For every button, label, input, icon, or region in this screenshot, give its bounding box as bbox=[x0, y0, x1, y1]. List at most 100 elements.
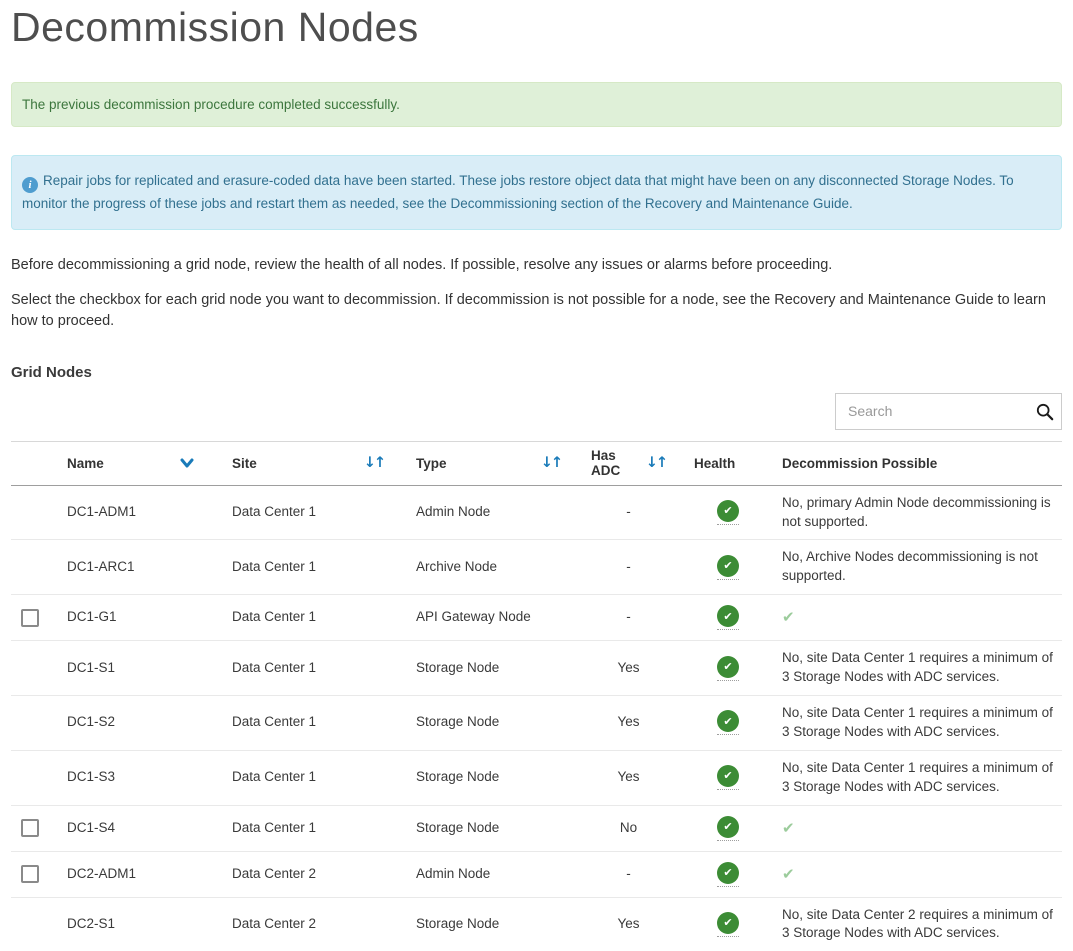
decommission-possible-cell: No, site Data Center 1 requires a minimu… bbox=[782, 650, 1053, 685]
sort-updown-icon[interactable]: ↓↑ bbox=[540, 454, 563, 471]
health-cell: ✔ bbox=[688, 540, 776, 595]
table-row: DC1-S2 Data Center 1 Storage Node Yes ✔ … bbox=[11, 695, 1062, 751]
table-row: DC1-G1 Data Center 1 API Gateway Node - … bbox=[11, 595, 1062, 641]
node-name-cell: DC1-ADM1 bbox=[67, 504, 137, 520]
success-banner: The previous decommission procedure comp… bbox=[11, 82, 1062, 127]
table-row: DC1-S3 Data Center 1 Storage Node Yes ✔ … bbox=[11, 750, 1062, 806]
grid-nodes-heading: Grid Nodes bbox=[11, 363, 92, 381]
has-adc-cell: Yes bbox=[617, 915, 640, 931]
type-cell: Admin Node bbox=[416, 504, 491, 520]
node-name-cell: DC2-S1 bbox=[67, 915, 116, 931]
site-header-label: Site bbox=[232, 455, 257, 471]
decommission-possible-cell: ✔ bbox=[776, 595, 1062, 641]
health-status-badge[interactable]: ✔ bbox=[717, 815, 739, 841]
site-cell: Data Center 2 bbox=[232, 865, 317, 881]
search-box bbox=[835, 392, 1062, 430]
health-status-badge[interactable]: ✔ bbox=[717, 500, 739, 526]
type-cell: API Gateway Node bbox=[416, 609, 531, 625]
search-row bbox=[11, 392, 1062, 430]
decommission-possible-cell: No, site Data Center 1 requires a minimu… bbox=[782, 759, 1053, 794]
checkbox-cell bbox=[11, 641, 61, 696]
checkbox-cell bbox=[11, 851, 61, 897]
node-select-checkbox[interactable] bbox=[21, 819, 39, 838]
checkbox-cell bbox=[11, 897, 61, 951]
search-icon[interactable] bbox=[1036, 403, 1054, 421]
review-health-paragraph: Before decommissioning a grid node, revi… bbox=[11, 256, 833, 273]
health-cell: ✔ bbox=[688, 851, 776, 897]
table-row: DC1-S4 Data Center 1 Storage Node No ✔ ✔ bbox=[11, 805, 1062, 852]
node-name-cell: DC1-ARC1 bbox=[67, 558, 135, 574]
health-status-badge[interactable]: ✔ bbox=[717, 710, 739, 736]
node-name-cell: DC1-S1 bbox=[67, 659, 116, 675]
decommission-possible-check-icon: ✔ bbox=[782, 608, 795, 627]
checkbox-cell bbox=[11, 485, 61, 540]
page-title: Decommission Nodes bbox=[11, 4, 419, 50]
health-cell: ✔ bbox=[688, 641, 776, 696]
health-status-badge[interactable]: ✔ bbox=[717, 911, 739, 937]
checkbox-cell bbox=[11, 805, 61, 851]
health-status-badge[interactable]: ✔ bbox=[717, 655, 739, 681]
info-banner: i Repair jobs for replicated and erasure-… bbox=[11, 155, 1062, 230]
node-select-checkbox[interactable] bbox=[21, 865, 39, 884]
health-status-badge[interactable]: ✔ bbox=[717, 861, 739, 887]
health-status-badge[interactable]: ✔ bbox=[717, 765, 739, 791]
site-cell: Data Center 1 bbox=[232, 659, 317, 675]
health-ok-icon: ✔ bbox=[717, 911, 739, 934]
column-header-health: Health bbox=[688, 441, 776, 485]
decommission-possible-cell: No, primary Admin Node decommissioning i… bbox=[782, 494, 1051, 529]
checkbox-cell bbox=[11, 750, 61, 805]
health-ok-icon: ✔ bbox=[717, 765, 739, 788]
search-input[interactable] bbox=[835, 392, 1062, 430]
decommission-possible-cell: No, Archive Nodes decommissioning is not… bbox=[782, 549, 1038, 584]
health-header-label: Health bbox=[694, 455, 736, 471]
node-select-checkbox[interactable] bbox=[21, 608, 39, 627]
has-adc-cell: Yes bbox=[617, 769, 640, 785]
health-status-badge[interactable]: ✔ bbox=[717, 605, 739, 631]
site-cell: Data Center 1 bbox=[232, 504, 317, 520]
decommission-possible-cell: ✔ bbox=[776, 851, 1062, 897]
column-header-name[interactable]: Name bbox=[61, 441, 226, 485]
health-status-badge[interactable]: ✔ bbox=[717, 554, 739, 580]
health-cell: ✔ bbox=[688, 897, 776, 951]
type-cell: Storage Node bbox=[416, 714, 500, 730]
sort-updown-icon[interactable]: ↓↑ bbox=[645, 454, 668, 471]
site-cell: Data Center 1 bbox=[232, 769, 317, 785]
decommission-possible-check-icon: ✔ bbox=[782, 818, 795, 837]
table-row: DC2-S1 Data Center 2 Storage Node Yes ✔ … bbox=[11, 897, 1062, 951]
has-adc-cell: - bbox=[626, 504, 631, 520]
table-row: DC1-ADM1 Data Center 1 Admin Node - ✔ No… bbox=[11, 485, 1062, 540]
sort-descending-icon[interactable] bbox=[180, 458, 194, 468]
site-cell: Data Center 1 bbox=[232, 558, 317, 574]
checkbox-cell bbox=[11, 540, 61, 595]
has-adc-cell: Yes bbox=[617, 714, 640, 730]
checkbox-cell bbox=[11, 595, 61, 641]
site-cell: Data Center 1 bbox=[232, 609, 317, 625]
decommission-possible-check-icon: ✔ bbox=[782, 864, 795, 883]
name-header-label: Name bbox=[67, 455, 104, 471]
site-cell: Data Center 2 bbox=[232, 915, 317, 931]
column-header-decommission-possible: Decommission Possible bbox=[776, 441, 1062, 485]
health-cell: ✔ bbox=[688, 750, 776, 805]
has-adc-cell: - bbox=[626, 865, 631, 881]
has-adc-cell: No bbox=[619, 819, 638, 835]
type-cell: Admin Node bbox=[416, 865, 491, 881]
type-cell: Archive Node bbox=[416, 558, 498, 574]
column-header-type[interactable]: Type ↓↑ bbox=[410, 441, 585, 485]
health-ok-icon: ✔ bbox=[717, 500, 739, 523]
checkbox-column-header bbox=[11, 441, 61, 485]
decommission-possible-cell: No, site Data Center 2 requires a minimu… bbox=[782, 906, 1053, 941]
node-name-cell: DC1-S3 bbox=[67, 769, 116, 785]
table-row: DC2-ADM1 Data Center 2 Admin Node - ✔ ✔ bbox=[11, 851, 1062, 898]
type-cell: Storage Node bbox=[416, 819, 500, 835]
sort-updown-icon[interactable]: ↓↑ bbox=[363, 454, 386, 471]
info-banner-text: Repair jobs for replicated and erasure-c… bbox=[22, 173, 1014, 211]
node-name-cell: DC2-ADM1 bbox=[67, 865, 137, 881]
node-name-cell: DC1-S4 bbox=[67, 819, 116, 835]
column-header-site[interactable]: Site ↓↑ bbox=[226, 441, 410, 485]
column-header-has-adc[interactable]: Has ADC ↓↑ bbox=[585, 441, 688, 485]
health-ok-icon: ✔ bbox=[717, 655, 739, 678]
health-ok-icon: ✔ bbox=[717, 605, 739, 628]
health-ok-icon: ✔ bbox=[717, 861, 739, 884]
select-checkbox-paragraph: Select the checkbox for each grid node y… bbox=[11, 291, 1046, 329]
decommission-possible-header-label: Decommission Possible bbox=[782, 455, 938, 471]
